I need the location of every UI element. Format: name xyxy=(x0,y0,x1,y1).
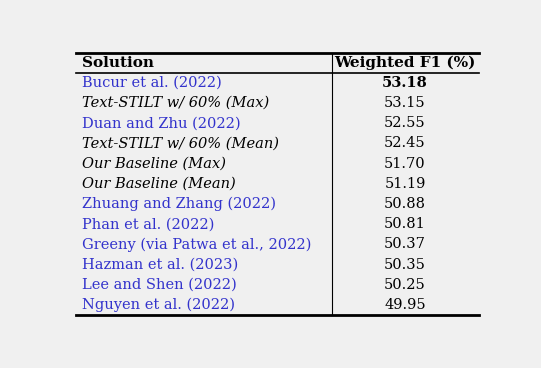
Text: Solution: Solution xyxy=(82,56,154,70)
Text: 52.55: 52.55 xyxy=(384,116,426,130)
Text: 52.45: 52.45 xyxy=(384,137,426,151)
Text: 50.81: 50.81 xyxy=(384,217,426,231)
Text: Nguyen et al. (2022): Nguyen et al. (2022) xyxy=(82,298,235,312)
Text: Bucur et al. (2022): Bucur et al. (2022) xyxy=(82,76,222,90)
Text: 49.95: 49.95 xyxy=(384,298,426,312)
Text: Hazman et al. (2023): Hazman et al. (2023) xyxy=(82,258,239,272)
Text: Greeny (via Patwa et al., 2022): Greeny (via Patwa et al., 2022) xyxy=(82,237,312,252)
Text: Our Baseline (Mean): Our Baseline (Mean) xyxy=(82,177,236,191)
Text: Text-STILT w/ 60% (Max): Text-STILT w/ 60% (Max) xyxy=(82,96,269,110)
Text: 53.15: 53.15 xyxy=(384,96,426,110)
Text: 51.70: 51.70 xyxy=(384,157,426,171)
Text: Zhuang and Zhang (2022): Zhuang and Zhang (2022) xyxy=(82,197,276,211)
Text: Duan and Zhu (2022): Duan and Zhu (2022) xyxy=(82,116,241,130)
Text: 50.88: 50.88 xyxy=(384,197,426,211)
Text: 51.19: 51.19 xyxy=(384,177,426,191)
Text: Phan et al. (2022): Phan et al. (2022) xyxy=(82,217,215,231)
Text: 50.25: 50.25 xyxy=(384,278,426,292)
Text: 50.35: 50.35 xyxy=(384,258,426,272)
Text: Our Baseline (Max): Our Baseline (Max) xyxy=(82,157,226,171)
Text: Text-STILT w/ 60% (Mean): Text-STILT w/ 60% (Mean) xyxy=(82,137,279,151)
Text: Lee and Shen (2022): Lee and Shen (2022) xyxy=(82,278,237,292)
Text: 53.18: 53.18 xyxy=(382,76,428,90)
Text: Weighted F1 (%): Weighted F1 (%) xyxy=(334,56,476,70)
Text: 50.37: 50.37 xyxy=(384,237,426,251)
